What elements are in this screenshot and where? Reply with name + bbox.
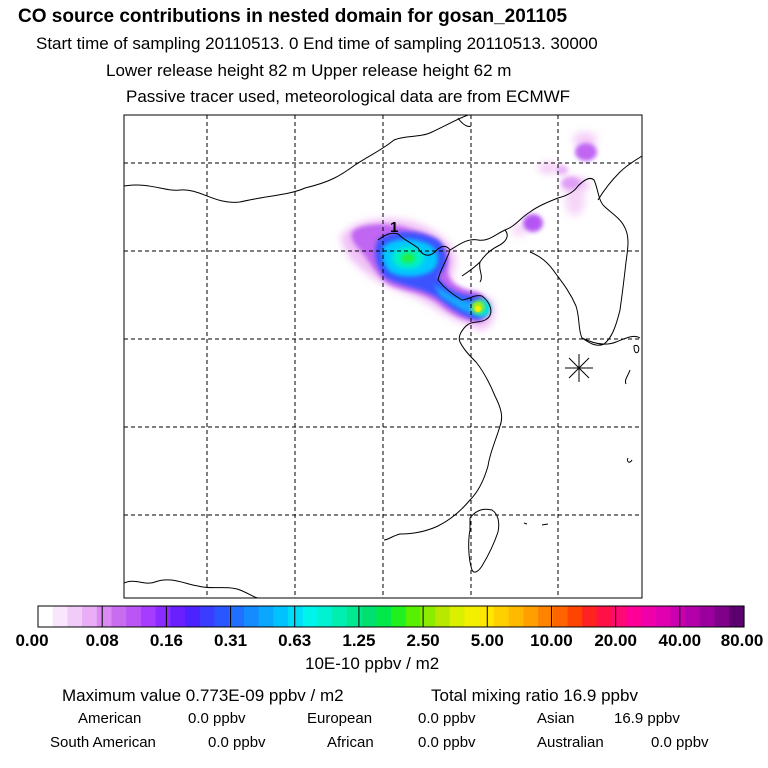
colorbar-swatch (111, 606, 127, 627)
colorbar-swatch (67, 606, 83, 627)
colorbar-swatch (699, 606, 716, 627)
colorbar-swatch (38, 606, 54, 627)
colorbar-swatch (361, 606, 377, 627)
colorbar-frame (37, 605, 745, 628)
colorbar-swatch (155, 606, 171, 627)
colorbar-swatch (170, 606, 186, 627)
colorbar-swatch (140, 606, 157, 627)
colorbar-swatch (626, 606, 642, 627)
colorbar-swatch (273, 606, 289, 627)
colorbar-label: 0.63 (278, 631, 312, 650)
contrib-label: Asian (537, 710, 575, 727)
map-frame (123, 114, 643, 599)
contrib-label: African (327, 734, 374, 751)
colorbar-swatch (538, 606, 554, 627)
colorbar-label: 0.08 (85, 631, 119, 650)
colorbar-swatch (82, 606, 98, 627)
contrib-value: 0.0 ppbv (418, 710, 476, 727)
coastlines (124, 115, 642, 598)
contrib-value: 16.9 ppbv (614, 710, 680, 727)
contrib-label: American (78, 710, 142, 727)
colorbar-swatch (449, 606, 466, 627)
colorbar-swatch (670, 606, 686, 627)
colorbar-swatch (376, 606, 392, 627)
colorbar-swatch (229, 606, 245, 627)
colorbar-swatch (96, 606, 113, 627)
grid-lines (124, 115, 642, 598)
colorbar-swatch (655, 606, 672, 627)
colorbar-swatch (552, 606, 569, 627)
colorbar-swatch (582, 606, 598, 627)
colorbar-label: 2.50 (406, 631, 440, 650)
colorbar-swatch (435, 606, 451, 627)
colorbar-label: 5.00 (470, 631, 504, 650)
colorbar-swatch (596, 606, 613, 627)
sampling-times: Start time of sampling 20110513. 0 End t… (36, 34, 598, 53)
contrib-value: 0.0 ppbv (188, 710, 246, 727)
contrib-label: South American (50, 734, 156, 751)
colorbar-units: 10E-10 ppbv / m2 (305, 654, 440, 673)
colorbar-swatch (508, 606, 524, 627)
colorbar-swatch (641, 606, 657, 627)
asterisk-icon (565, 354, 593, 382)
contrib-label: European (307, 710, 373, 727)
colorbar-swatch (420, 606, 436, 627)
colorbar-swatch (391, 606, 407, 627)
plot-title: CO source contributions in nested domain… (18, 6, 568, 27)
colorbar-label: 0.00 (15, 631, 49, 650)
colorbar-label: 80.00 (720, 631, 764, 650)
colorbar (37, 606, 745, 627)
colorbar-swatch (288, 606, 304, 627)
colorbar-swatch (332, 606, 348, 627)
colorbar-swatch (493, 606, 510, 627)
colorbar-swatch (214, 606, 230, 627)
total-mixing-ratio: Total mixing ratio 16.9 ppbv (431, 686, 638, 705)
colorbar-swatch (346, 606, 363, 627)
colorbar-swatch (611, 606, 627, 627)
colorbar-swatch (243, 606, 260, 627)
maximum-value: Maximum value 0.773E-09 ppbv / m2 (62, 686, 344, 705)
contrib-value: 0.0 ppbv (208, 734, 266, 751)
colorbar-swatch (567, 606, 583, 627)
colorbar-swatch (714, 606, 730, 627)
receptor-label: 1 (390, 219, 398, 236)
colorbar-swatch (729, 606, 745, 627)
contrib-value: 0.0 ppbv (418, 734, 476, 751)
colorbar-label: 1.25 (342, 631, 376, 650)
colorbar-swatch (258, 606, 274, 627)
colorbar-swatch (405, 606, 422, 627)
colorbar-swatch (126, 606, 142, 627)
colorbar-swatch (302, 606, 319, 627)
tracer-info: Passive tracer used, meteorological data… (126, 87, 571, 106)
colorbar-swatch (685, 606, 701, 627)
colorbar-swatch (199, 606, 216, 627)
colorbar-label: 40.00 (658, 631, 702, 650)
colorbar-swatch (464, 606, 480, 627)
colorbar-label: 10.00 (530, 631, 573, 650)
colorbar-swatch (317, 606, 333, 627)
colorbar-label: 20.00 (594, 631, 637, 650)
colorbar-label: 0.31 (213, 631, 248, 650)
colorbar-swatch (185, 606, 201, 627)
release-heights: Lower release height 82 m Upper release … (106, 61, 512, 80)
colorbar-swatch (52, 606, 69, 627)
contrib-label: Australian (537, 734, 604, 751)
colorbar-label: 0.16 (149, 631, 183, 650)
contrib-value: 0.0 ppbv (651, 734, 709, 751)
colorbar-swatch (523, 606, 539, 627)
